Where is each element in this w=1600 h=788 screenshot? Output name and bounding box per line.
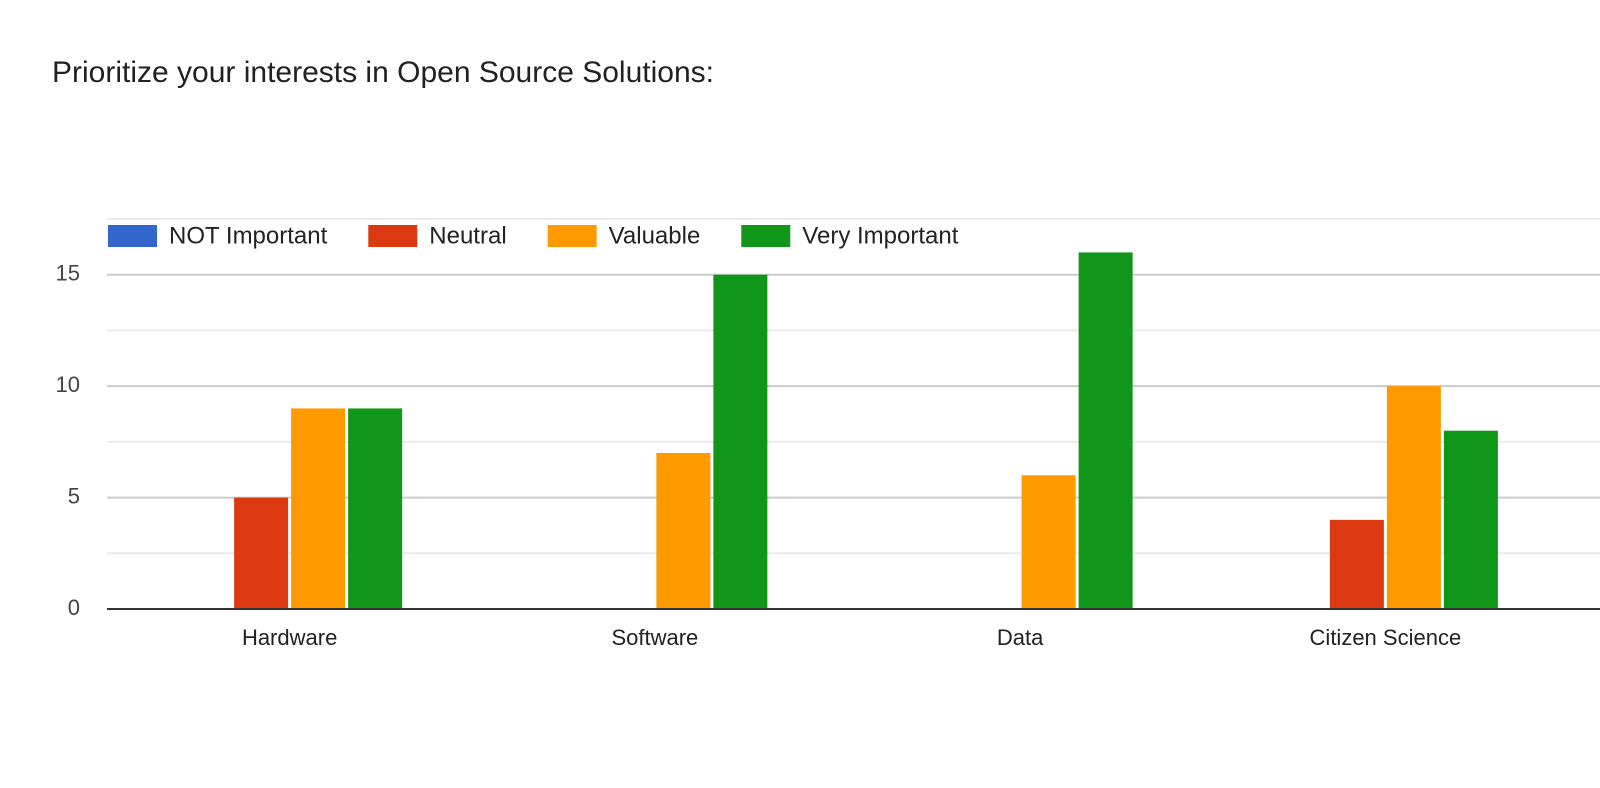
bar xyxy=(656,453,711,609)
legend-label: Valuable xyxy=(609,222,701,249)
x-tick-label: Software xyxy=(611,625,698,650)
x-tick-label: Data xyxy=(997,625,1044,650)
legend-label: Very Important xyxy=(802,222,958,249)
bar xyxy=(234,497,289,609)
bar xyxy=(1443,430,1498,609)
y-tick-label: 10 xyxy=(56,372,80,397)
legend-swatch xyxy=(547,225,597,247)
bar xyxy=(348,408,403,609)
bar xyxy=(1329,519,1384,609)
y-tick-label: 5 xyxy=(68,483,80,508)
y-tick-label: 15 xyxy=(56,261,80,286)
chart-title: Prioritize your interests in Open Source… xyxy=(52,56,714,89)
legend-label: NOT Important xyxy=(169,222,328,249)
bar xyxy=(713,274,768,609)
x-tick-label: Hardware xyxy=(242,625,337,650)
x-tick-label: Citizen Science xyxy=(1310,625,1462,650)
bar xyxy=(1386,386,1441,609)
bar xyxy=(291,408,346,609)
bar xyxy=(1078,252,1133,609)
legend-swatch xyxy=(368,225,418,247)
legend-label: Neutral xyxy=(429,222,506,249)
legend-swatch xyxy=(741,225,791,247)
bar xyxy=(1021,475,1076,609)
legend-swatch xyxy=(108,225,157,247)
y-tick-label: 0 xyxy=(68,595,80,620)
